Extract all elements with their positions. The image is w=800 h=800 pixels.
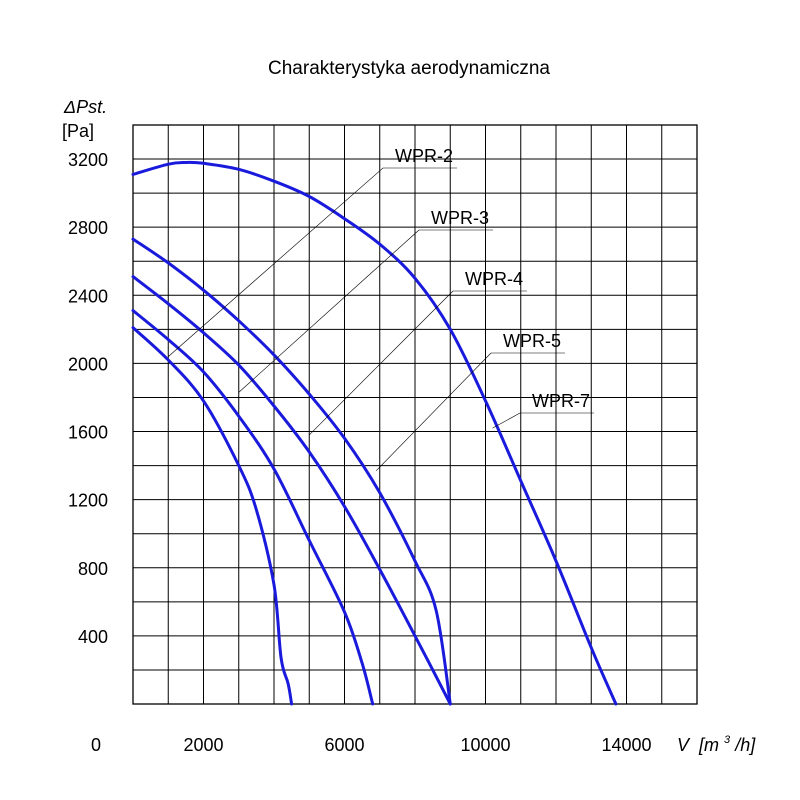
x-axis-unit-prefix: [m <box>698 735 719 755</box>
y-tick-label: 1600 <box>68 423 108 443</box>
plot-frame <box>132 124 698 705</box>
y-tick-label: 800 <box>78 559 108 579</box>
y-axis-unit: [Pa] <box>62 121 94 141</box>
callout-leader <box>492 412 521 429</box>
curve-wpr-3 <box>131 237 452 706</box>
x-tick-label: 2000 <box>183 735 223 755</box>
curve-wpr-2 <box>131 160 618 706</box>
x-tick-label: 14000 <box>601 735 651 755</box>
y-tick-label: 3200 <box>68 150 108 170</box>
callout-leader <box>238 229 420 393</box>
y-tick-labels: 400 800 1200 1600 2000 2400 2800 3200 <box>68 150 108 647</box>
grid <box>132 124 698 705</box>
y-axis-label: ΔPst. [Pa] <box>62 97 107 141</box>
curve-wpr-4 <box>131 275 452 706</box>
curve-wpr-7 <box>131 326 294 706</box>
x-axis-label: V [m 3 /h] <box>677 727 756 755</box>
callout-leader <box>376 352 492 471</box>
x-tick-labels: 0 2000 6000 10000 14000 <box>91 735 652 755</box>
x-tick-label: 6000 <box>324 735 364 755</box>
y-tick-label: 2400 <box>68 286 108 306</box>
curve-wpr-5 <box>131 309 375 706</box>
x-axis-unit-suffix: /h] <box>733 735 756 755</box>
x-tick-label: 0 <box>91 735 101 755</box>
callout-label-wpr-5: WPR-5 <box>503 331 561 351</box>
x-axis-symbol: V <box>677 735 691 755</box>
callout-leaders <box>168 167 594 471</box>
callout-label-wpr-7: WPR-7 <box>532 391 590 411</box>
y-tick-label: 2000 <box>68 354 108 374</box>
chart-title: Charakterystyka aerodynamiczna <box>268 58 550 79</box>
x-tick-label: 10000 <box>460 735 510 755</box>
y-tick-label: 1200 <box>68 491 108 511</box>
callout-label-wpr-2: WPR-2 <box>395 146 453 166</box>
callouts: WPR-2 WPR-3 WPR-4 WPR-5 WPR-7 <box>395 146 590 411</box>
callout-label-wpr-4: WPR-4 <box>465 269 523 289</box>
y-tick-label: 2800 <box>68 218 108 238</box>
callout-leader <box>309 290 454 436</box>
x-axis-unit-exponent: 3 <box>724 734 731 746</box>
callout-label-wpr-3: WPR-3 <box>431 208 489 228</box>
y-tick-label: 400 <box>78 627 108 647</box>
y-axis-symbol: ΔPst. <box>63 97 107 117</box>
callout-leader <box>168 167 384 357</box>
curves <box>131 160 618 706</box>
